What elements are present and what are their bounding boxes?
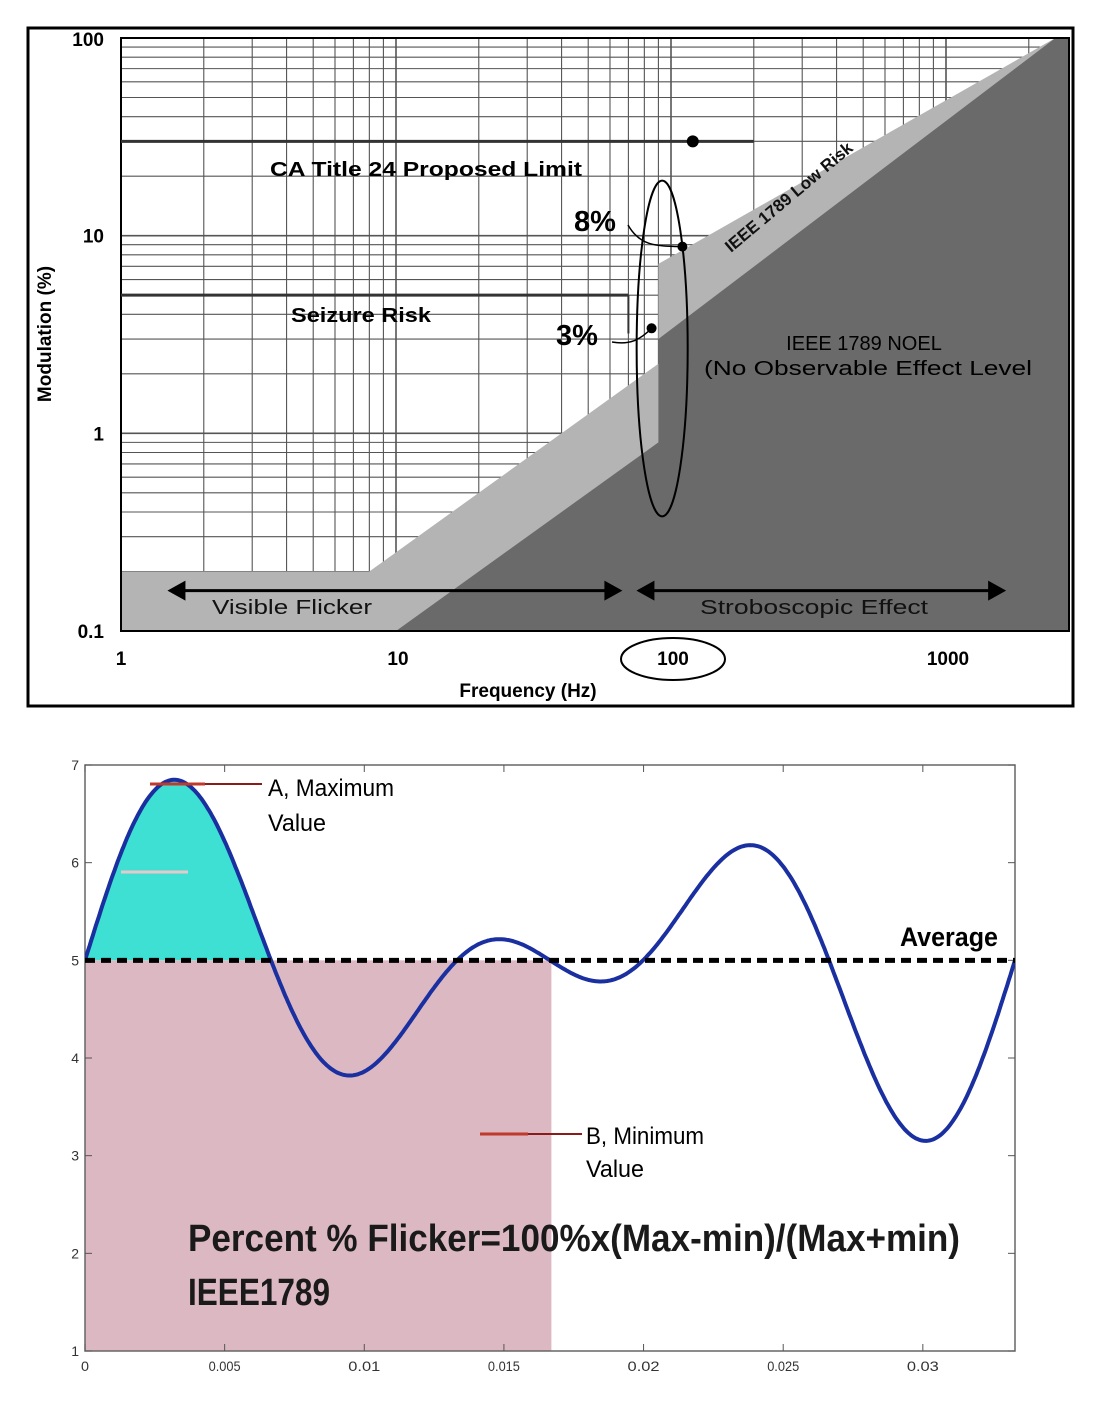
noel-label-line2: (No Observable Effect Level [704,358,1032,380]
stroboscopic-label: Stroboscopic Effect [700,597,929,619]
leader-3-percent [611,327,653,344]
label-8-percent: 8% [574,206,616,238]
x-tick-label: 0 [81,1358,89,1374]
y-tick-label: 7 [71,757,79,773]
chart1-x-tick-labels: 1 10 100 1000 [116,637,969,681]
noel-region [396,38,1069,631]
chart2-ticks: 0 0.005 0.01 0.015 0.02 0.025 0.03 1 2 3 4 5 6 7 [71,757,1015,1374]
average-label: Average [900,922,998,952]
data-point [686,135,699,148]
flicker-formula: Percent % Flicker=100%x(Max-min)/(Max+mi… [188,1218,960,1260]
y-tick-label: 100 [72,30,104,51]
arrow-head-right [988,580,1007,601]
max-label-line2: Value [268,810,326,837]
arrow-head-left [167,580,186,601]
y-tick-label: 6 [71,855,79,871]
x-tick-label: 1000 [927,649,969,670]
peak-above-average-area [85,779,271,961]
x-tick-label: 0.025 [767,1358,799,1374]
x-tick-label: 0.03 [907,1358,939,1374]
visible-flicker-label: Visible Flicker [212,597,372,619]
standard-label: IEEE1789 [188,1272,330,1314]
chart1-plot-border [120,37,1070,632]
x-tick-label: 100 [657,649,689,670]
y-tick-label: 3 [71,1148,79,1164]
noel-label-line1: IEEE 1789 NOEL [786,333,942,355]
flicker-risk-chart: CA Title 24 Proposed Limit Seizure Risk 8%… [26,26,1075,708]
y-tick-label: 5 [71,952,79,968]
x-tick-label: 1 [116,649,127,670]
x-tick-label: 0.02 [628,1358,660,1374]
leader-8-percent [627,224,683,248]
arrow-head-right [604,580,623,601]
title24-label: CA Title 24 Proposed Limit [270,159,582,181]
max-label-line1: A, Maximum [268,775,394,802]
x-tick-label: 10 [387,649,408,670]
y-tick-label: 4 [71,1050,79,1066]
chart1-y-axis-label: Modulation (%) [35,266,56,402]
highlight-ellipse [635,179,689,518]
y-tick-label: 10 [83,227,104,248]
chart1-y-tick-labels: 0.1 1 10 100 [72,30,104,643]
y-tick-label: 1 [93,424,104,445]
y-tick-label: 1 [71,1343,79,1359]
min-label-line2: Value [586,1156,644,1183]
tick-100-highlight [620,637,726,681]
y-tick-label: 0.1 [78,622,105,643]
seizure-risk-label: Seizure Risk [291,305,432,327]
flicker-waveform-chart: 0 0.005 0.01 0.015 0.02 0.025 0.03 1 2 3 4 5 6 7 Aver… [71,757,1016,1374]
pink-shaded-area [85,960,552,1351]
y-tick-label: 2 [71,1245,79,1261]
x-tick-label: 0.015 [488,1358,520,1374]
x-tick-label: 0.01 [348,1358,380,1374]
x-tick-label: 0.005 [209,1358,241,1374]
label-3-percent: 3% [556,320,598,352]
min-label-line1: B, Minimum [586,1123,704,1150]
arrow-head-left [636,580,655,601]
chart1-x-axis-label: Frequency (Hz) [459,681,596,702]
